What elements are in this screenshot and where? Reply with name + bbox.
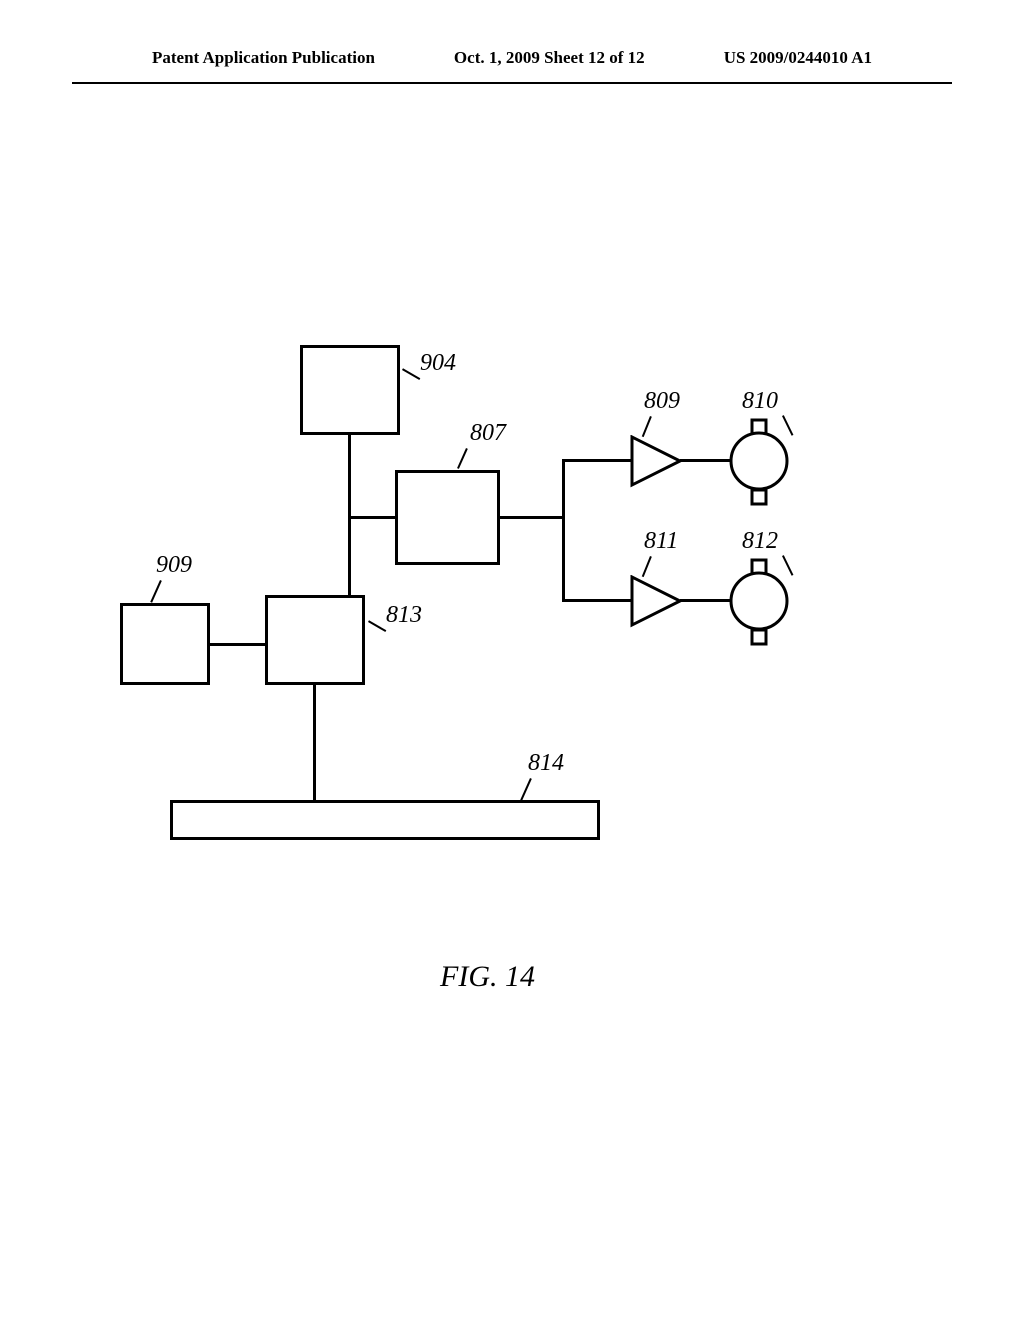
page-header: Patent Application Publication Oct. 1, 2… (72, 0, 952, 84)
label-809: 809 (644, 388, 680, 415)
header-center: Oct. 1, 2009 Sheet 12 of 12 (454, 48, 645, 68)
figure-caption: FIG. 14 (440, 960, 535, 994)
wire-split-v (562, 459, 565, 601)
label-810: 810 (742, 388, 778, 415)
label-807: 807 (470, 420, 506, 447)
block-814 (170, 800, 600, 840)
lead-811 (642, 556, 652, 577)
label-814: 814 (528, 750, 564, 777)
wire-813-814 (313, 685, 316, 803)
label-904: 904 (420, 350, 456, 377)
block-807 (395, 470, 500, 565)
block-813 (265, 595, 365, 685)
block-904 (300, 345, 400, 435)
header-left: Patent Application Publication (152, 48, 375, 68)
header-right: US 2009/0244010 A1 (724, 48, 872, 68)
wire-807-out (500, 516, 565, 519)
lead-909 (150, 580, 162, 603)
label-811: 811 (644, 528, 678, 555)
lead-807 (457, 448, 468, 469)
label-813: 813 (386, 602, 422, 629)
label-909: 909 (156, 552, 192, 579)
amp-809-icon (630, 435, 684, 489)
block-diagram: 904 807 813 909 814 809 811 810 812 (120, 340, 900, 980)
lead-809 (642, 416, 652, 437)
block-909 (120, 603, 210, 685)
lead-814 (520, 778, 532, 801)
lead-904 (402, 368, 420, 380)
wire-909-813 (210, 643, 268, 646)
lead-813 (368, 620, 386, 632)
wire-to-809 (562, 459, 632, 462)
amp-811-icon (630, 575, 684, 629)
label-812: 812 (742, 528, 778, 555)
wire-to-811 (562, 599, 632, 602)
wire-bus-807 (348, 516, 398, 519)
